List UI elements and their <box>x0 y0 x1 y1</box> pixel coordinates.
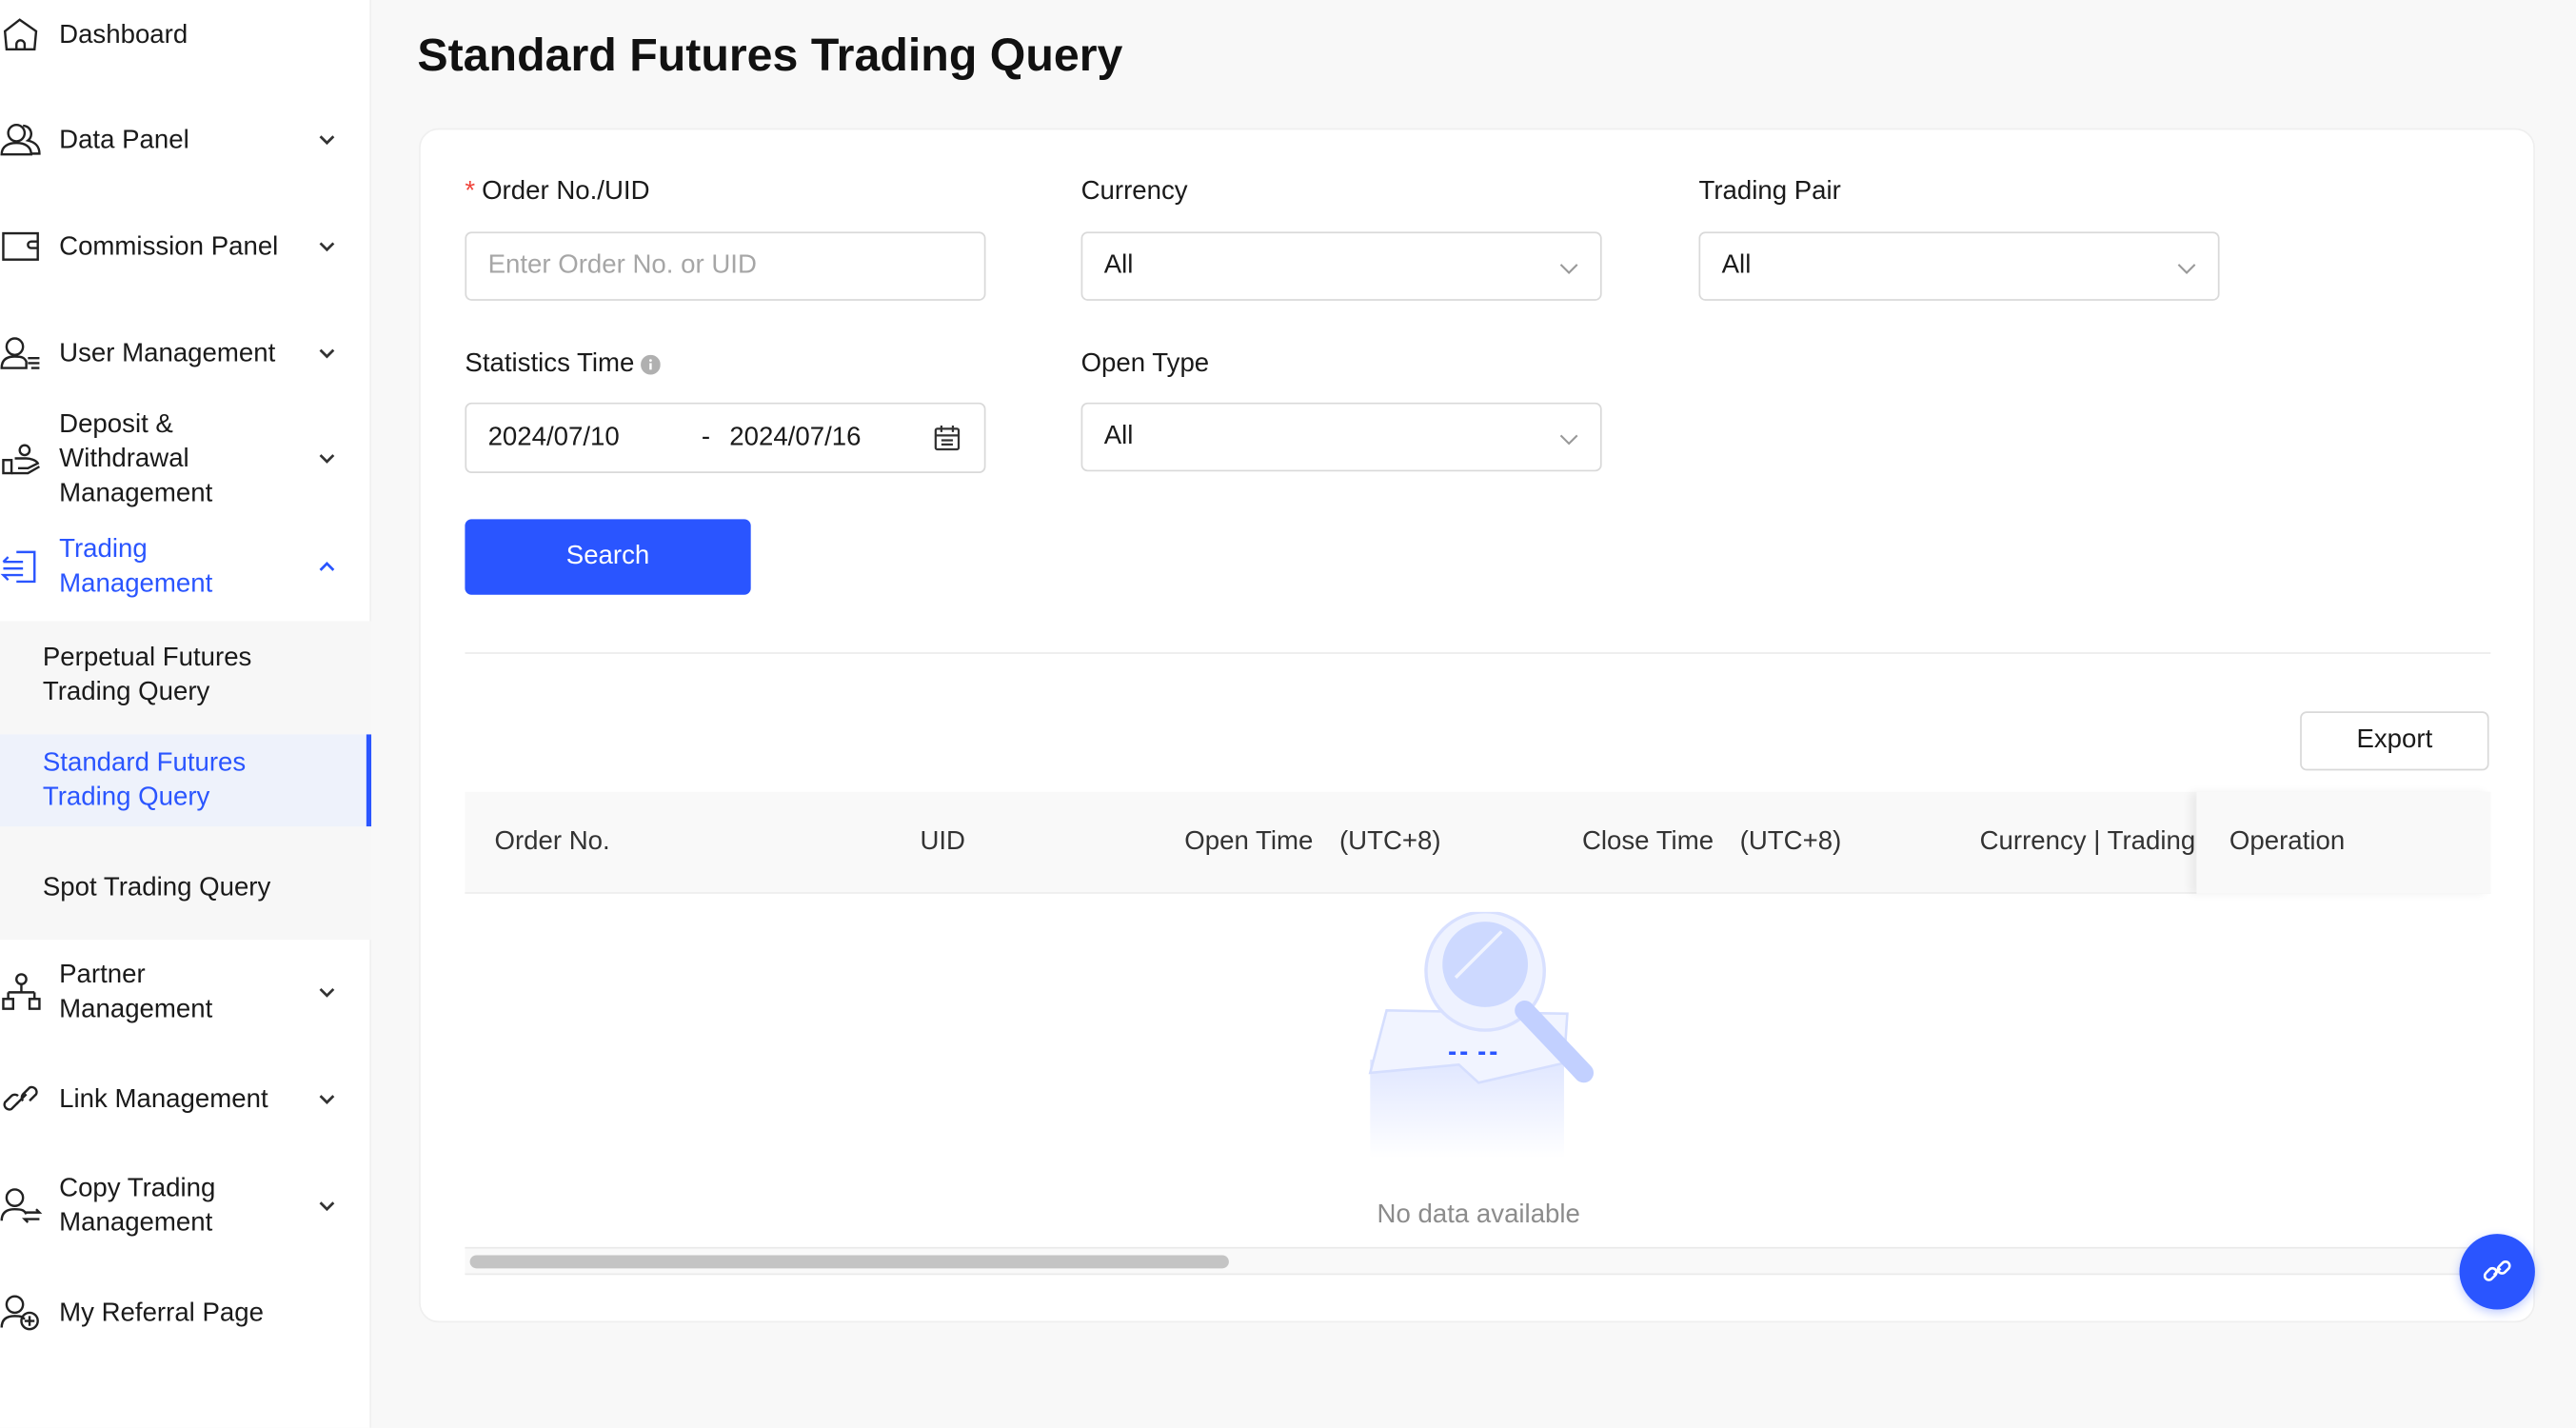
chevron-down-icon <box>1559 434 1578 446</box>
submenu-item-label: Spot Trading Query <box>42 873 271 902</box>
info-icon[interactable] <box>641 354 662 375</box>
org-chart-icon <box>2 973 41 1010</box>
link-icon <box>2483 1260 2511 1281</box>
column-header-order-no: Order No. <box>494 827 610 857</box>
empty-search-illustration <box>1368 911 1595 1159</box>
date-end[interactable]: 2024/07/16 <box>729 423 862 451</box>
submenu-item-spot-trading[interactable]: Spot Trading Query <box>0 851 371 923</box>
statistics-time-label: Statistics Time <box>465 348 662 382</box>
sidebar-item-label: Copy Trading Management <box>59 1174 216 1238</box>
currency-label: Currency <box>1080 177 1188 206</box>
required-marker: * <box>465 177 476 206</box>
user-list-icon <box>0 337 40 369</box>
sidebar-item-user-management[interactable]: User Management <box>0 332 371 375</box>
sidebar-item-label: Partner Management <box>59 961 213 1024</box>
column-header-open-time: Open Time (UTC+8) <box>1184 827 1441 857</box>
date-separator: - <box>701 423 711 451</box>
date-range-picker[interactable]: 2024/07/10 - 2024/07/16 <box>465 402 986 474</box>
search-button[interactable]: Search <box>465 519 751 595</box>
sidebar-item-label: Dashboard <box>59 20 188 49</box>
open-type-label: Open Type <box>1080 349 1210 378</box>
sidebar-item-label: Commission Panel <box>59 232 279 261</box>
submenu-item-perpetual-futures[interactable]: Perpetual Futures Trading Query <box>0 621 371 729</box>
chevron-down-icon <box>319 348 335 359</box>
sidebar-item-data-panel[interactable]: Data Panel <box>0 118 371 161</box>
link-icon <box>3 1085 38 1111</box>
order-uid-input[interactable] <box>487 251 984 282</box>
sidebar-item-label: Link Management <box>59 1084 268 1114</box>
submenu-item-label: Standard Futures Trading Query <box>42 748 247 812</box>
trading-submenu: Perpetual Futures Trading Query Standard… <box>0 621 372 941</box>
calendar-icon[interactable] <box>933 424 961 451</box>
statistics-time-label-text: Statistics Time <box>465 349 635 378</box>
chevron-down-icon <box>319 135 335 146</box>
sidebar-item-my-referral[interactable]: My Referral Page <box>0 1291 371 1334</box>
sidebar: Dashboard Data Panel Commission Panel Us… <box>0 0 372 1428</box>
chevron-down-icon <box>2177 264 2196 274</box>
chevron-down-icon <box>1559 264 1578 274</box>
user-plus-icon <box>0 1295 39 1331</box>
export-button[interactable]: Export <box>2300 711 2489 771</box>
sidebar-item-link-management[interactable]: Link Management <box>0 1078 371 1121</box>
trading-pair-label: Trading Pair <box>1698 177 1841 206</box>
sidebar-item-label: Trading Management <box>59 535 213 599</box>
sidebar-item-dashboard[interactable]: Dashboard <box>0 13 371 56</box>
sidebar-item-label: Deposit & Withdrawal Management <box>59 410 213 508</box>
page-title: Standard Futures Trading Query <box>417 30 1123 81</box>
sidebar-item-commission-panel[interactable]: Commission Panel <box>0 225 371 268</box>
sidebar-item-label: User Management <box>59 339 276 367</box>
submenu-item-label: Perpetual Futures Trading Query <box>42 644 252 707</box>
users-icon <box>0 123 41 156</box>
sidebar-item-copy-trading[interactable]: Copy Trading Management <box>0 1171 371 1240</box>
chevron-up-icon <box>319 561 335 571</box>
sidebar-item-deposit-withdrawal[interactable]: Deposit & Withdrawal Management <box>0 407 371 511</box>
wallet-icon <box>2 231 39 261</box>
empty-state-text: No data available <box>1377 1200 1580 1229</box>
column-header-operation: Operation <box>2229 827 2346 857</box>
sidebar-item-partner-management[interactable]: Partner Management <box>0 958 371 1026</box>
open-type-value: All <box>1103 422 1134 450</box>
column-header-currency-trading: Currency | Trading <box>1979 827 2196 857</box>
currency-select[interactable]: All <box>1080 231 1602 301</box>
date-start[interactable]: 2024/07/10 <box>487 423 620 451</box>
hand-coin-icon <box>2 444 41 475</box>
submenu-item-standard-futures[interactable]: Standard Futures Trading Query <box>0 734 372 827</box>
order-uid-field[interactable] <box>465 231 986 301</box>
trading-pair-value: All <box>1721 251 1752 280</box>
trading-pair-select[interactable]: All <box>1698 231 2220 301</box>
sidebar-item-label: My Referral Page <box>59 1299 264 1327</box>
home-icon <box>3 18 38 50</box>
horizontal-scrollbar[interactable] <box>465 1246 2491 1276</box>
chevron-down-icon <box>319 1201 335 1212</box>
currency-value: All <box>1103 251 1134 280</box>
copy-trade-icon <box>0 1188 43 1223</box>
column-header-uid: UID <box>920 827 966 857</box>
trade-icon <box>0 550 36 584</box>
chevron-down-icon <box>319 987 335 998</box>
order-uid-label-text: Order No./UID <box>482 177 650 206</box>
chevron-down-icon <box>319 1095 335 1104</box>
scrollbar-thumb[interactable] <box>469 1255 1229 1269</box>
operation-column: Operation <box>2196 791 2491 894</box>
open-type-select[interactable]: All <box>1080 402 1602 472</box>
divider <box>465 652 2491 654</box>
table-header: Order No. UID Open Time (UTC+8) Close Ti… <box>465 791 2491 894</box>
chevron-down-icon <box>319 242 335 252</box>
order-uid-label: * Order No./UID <box>465 176 649 209</box>
column-header-close-time: Close Time (UTC+8) <box>1581 827 1842 857</box>
chevron-down-icon <box>319 454 335 464</box>
sidebar-item-label: Data Panel <box>59 126 189 154</box>
floating-link-button[interactable] <box>2459 1234 2535 1310</box>
sidebar-item-trading-management[interactable]: Trading Management <box>0 530 371 603</box>
